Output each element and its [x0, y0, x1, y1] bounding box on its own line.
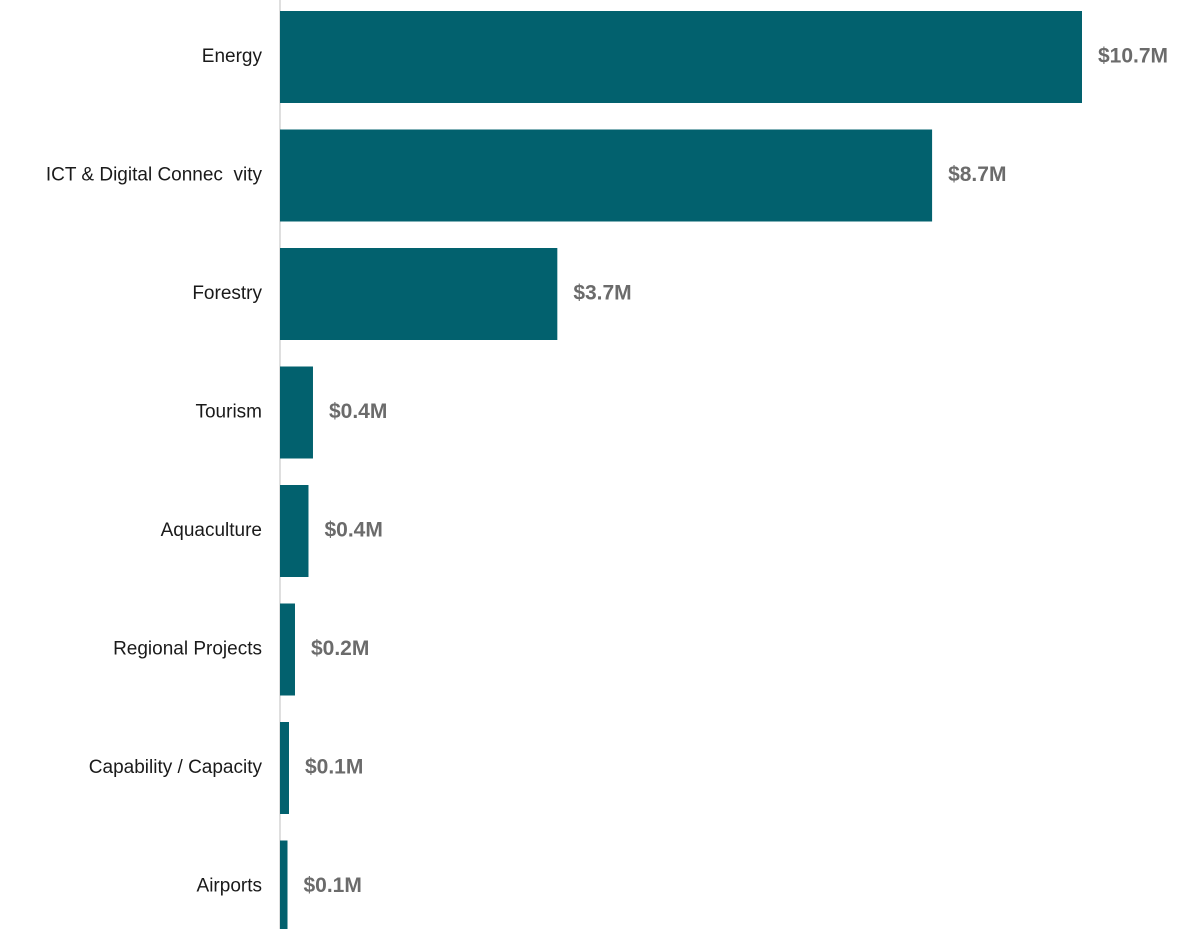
- category-label: Capability / Capacity: [89, 757, 263, 778]
- bar: [280, 840, 288, 929]
- category-label: Energy: [202, 46, 263, 67]
- bars-group: [280, 11, 1082, 929]
- category-label: ICT & Digital Connec vity: [46, 165, 263, 186]
- value-label: $0.2M: [311, 637, 369, 660]
- bar: [280, 603, 295, 696]
- value-label: $0.1M: [305, 756, 363, 779]
- value-label: $8.7M: [948, 163, 1006, 186]
- bar: [280, 722, 289, 814]
- category-label: Forestry: [192, 283, 262, 304]
- category-labels-group: Energy ICT & Digital Connec vity Forestry T…: [46, 46, 263, 897]
- category-label: Regional Projects: [113, 639, 262, 660]
- category-label: Aquaculture: [161, 520, 262, 541]
- value-label: $0.4M: [324, 519, 382, 542]
- category-label: Airports: [197, 876, 262, 897]
- bar: [280, 485, 309, 577]
- category-label: Tourism: [195, 402, 262, 423]
- value-label: $0.1M: [303, 874, 361, 897]
- value-label: $3.7M: [573, 282, 631, 305]
- bar: [280, 366, 313, 459]
- bar: [280, 248, 558, 340]
- value-label: $0.4M: [329, 400, 387, 423]
- value-labels-group: $10.7M $8.7M $3.7M $0.4M $0.4M $0.2M $0.1M $0.1…: [303, 45, 1168, 898]
- value-label: $10.7M: [1098, 45, 1168, 68]
- bar: [280, 11, 1082, 103]
- bar: [280, 129, 933, 222]
